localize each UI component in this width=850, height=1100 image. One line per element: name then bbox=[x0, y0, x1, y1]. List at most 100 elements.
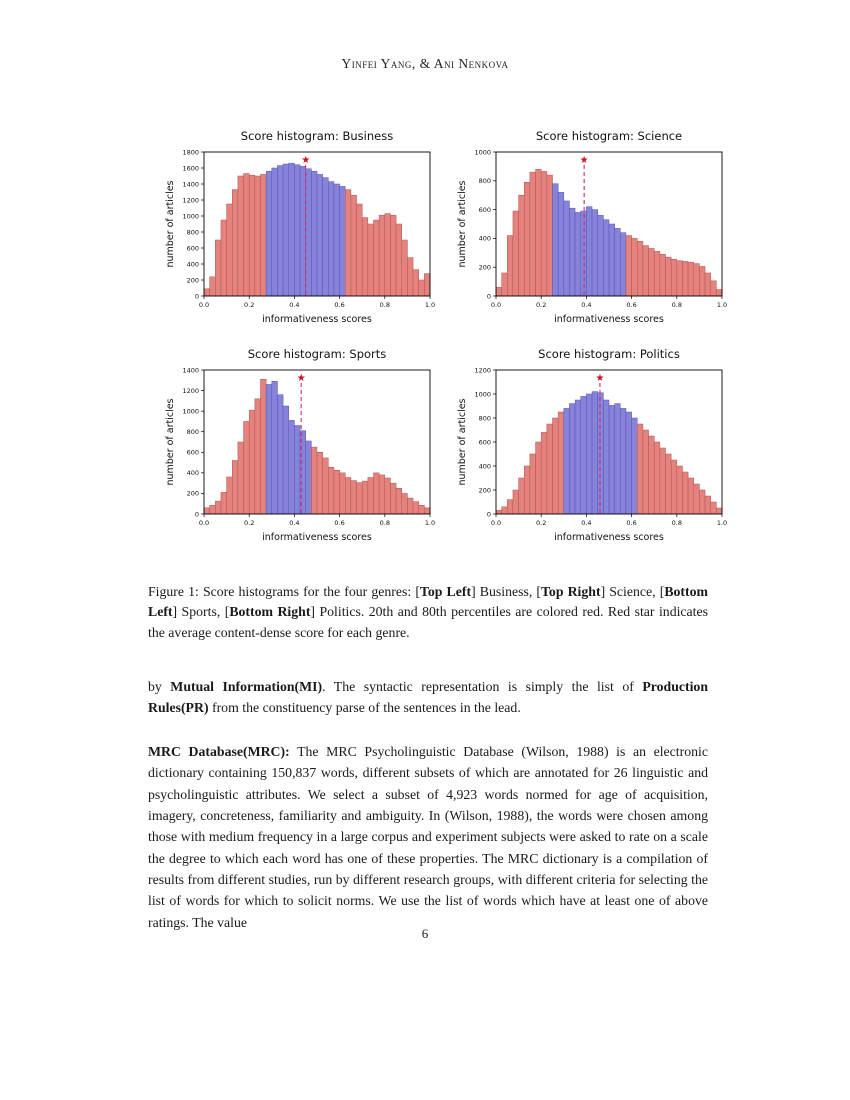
histogram-bar bbox=[232, 189, 239, 297]
y-axis-label: number of articles bbox=[165, 180, 176, 267]
text-segment: Figure 1: Score histograms for the four … bbox=[148, 584, 420, 599]
histogram-bar bbox=[220, 219, 227, 297]
histogram-bar bbox=[653, 251, 661, 297]
histogram-bar bbox=[597, 392, 604, 515]
y-axis-label: number of articles bbox=[457, 180, 468, 267]
chart-title: Score histogram: Business bbox=[241, 129, 393, 143]
chart-title: Score histogram: Science bbox=[536, 129, 682, 143]
histogram-bar bbox=[501, 506, 508, 515]
y-axis-label: number of articles bbox=[165, 398, 176, 485]
bold-text-segment: Top Right bbox=[540, 584, 601, 599]
histogram-bar bbox=[597, 215, 604, 297]
histogram-bar bbox=[557, 192, 565, 297]
y-tick-label: 0 bbox=[487, 510, 491, 518]
x-tick-label: 0.8 bbox=[380, 519, 390, 527]
y-tick-label: 400 bbox=[479, 462, 491, 470]
histogram-bar bbox=[282, 163, 289, 297]
histogram-bar bbox=[716, 507, 723, 515]
x-axis-label: informativeness scores bbox=[554, 314, 664, 325]
histogram-politics: 0 200 400 600 800 1000 1200 0.0 0.2 0.4 0.6 0.8 1.0 ★… bbox=[454, 344, 728, 550]
x-tick-label: 0.4 bbox=[289, 519, 299, 527]
x-tick-label: 1.0 bbox=[717, 519, 727, 527]
histogram-bar bbox=[322, 457, 329, 515]
x-tick-label: 0.6 bbox=[334, 301, 344, 309]
histogram-bar bbox=[676, 465, 683, 515]
histogram-bar bbox=[232, 460, 239, 515]
histogram-bar bbox=[670, 459, 678, 515]
histogram-bar bbox=[299, 166, 306, 297]
y-tick-label: 600 bbox=[187, 244, 199, 252]
histogram-bar bbox=[305, 168, 312, 297]
histogram-bar bbox=[546, 174, 553, 297]
plot-frame bbox=[203, 369, 431, 515]
histogram-bar bbox=[710, 501, 717, 515]
histogram-bar bbox=[237, 175, 244, 297]
mean-star-icon: ★ bbox=[595, 373, 604, 384]
histogram-bar bbox=[356, 482, 363, 515]
histogram-bar bbox=[625, 411, 632, 515]
histogram-bar bbox=[243, 173, 250, 297]
histogram-bar bbox=[665, 256, 672, 297]
y-tick-label: 1200 bbox=[182, 196, 199, 204]
y-tick-label: 600 bbox=[187, 449, 199, 457]
histogram-bar bbox=[631, 238, 638, 297]
histogram-bar bbox=[373, 472, 380, 515]
histogram-bar bbox=[682, 261, 689, 297]
y-tick-label: 800 bbox=[187, 228, 199, 236]
histogram-bar bbox=[316, 452, 323, 515]
x-tick-label: 0.6 bbox=[334, 519, 344, 527]
text-segment: ] Politics. 20th and 80th percentiles ar… bbox=[148, 604, 708, 640]
histogram-bar bbox=[518, 194, 525, 297]
histogram-bar bbox=[704, 272, 711, 297]
histogram-bar bbox=[586, 393, 593, 515]
histogram-business: 0 200 400 600 800 1000 1200 1400 1600 1800 0.0 0.2 0… bbox=[162, 126, 436, 332]
histogram-bar bbox=[277, 165, 284, 297]
histogram-bar bbox=[676, 260, 683, 297]
histogram-bar bbox=[209, 505, 216, 515]
y-tick-label: 1400 bbox=[182, 366, 199, 374]
histogram-bar bbox=[305, 440, 312, 515]
histogram-bar bbox=[529, 171, 536, 297]
histogram-bar bbox=[710, 280, 717, 297]
body-text: by Mutual Information(MI). The syntactic… bbox=[148, 676, 708, 933]
text-segment: ] Business, [ bbox=[471, 584, 541, 599]
histogram-bar bbox=[608, 405, 615, 515]
text-segment: ] Science, [ bbox=[600, 584, 665, 599]
histogram-bar bbox=[395, 223, 403, 297]
histogram-bar bbox=[637, 241, 644, 297]
histogram-bar bbox=[316, 174, 323, 297]
histogram-bar bbox=[412, 501, 419, 515]
histogram-bar bbox=[254, 398, 261, 515]
histogram-bar bbox=[424, 507, 431, 515]
histogram-bar bbox=[608, 223, 615, 297]
bold-text-segment: Bottom Left bbox=[148, 584, 708, 620]
histogram-bar bbox=[203, 507, 210, 515]
x-tick-label: 1.0 bbox=[717, 301, 727, 309]
histogram-bar bbox=[237, 441, 244, 515]
histogram-bar bbox=[693, 263, 700, 297]
x-tick-label: 1.0 bbox=[425, 301, 435, 309]
histogram-bar bbox=[339, 472, 346, 515]
page-number: 6 bbox=[421, 926, 429, 941]
text-segment: ] Sports, [ bbox=[172, 604, 230, 620]
histogram-bar bbox=[378, 214, 386, 297]
histogram-bar bbox=[271, 167, 278, 297]
y-tick-label: 400 bbox=[187, 260, 199, 268]
y-tick-label: 200 bbox=[187, 490, 199, 498]
histogram-bar bbox=[339, 186, 346, 297]
histogram-bar bbox=[620, 232, 627, 297]
y-tick-label: 1600 bbox=[182, 164, 199, 172]
histogram-bar bbox=[540, 432, 548, 515]
histogram-bar bbox=[220, 492, 227, 515]
x-tick-label: 0.2 bbox=[536, 301, 546, 309]
histogram-science: 0 200 400 600 800 1000 0.0 0.2 0.4 0.6 0.8 1.0 ★ Scor… bbox=[454, 126, 728, 332]
histogram-bar bbox=[524, 465, 531, 515]
histogram-bar bbox=[603, 399, 610, 515]
y-tick-label: 400 bbox=[187, 469, 199, 477]
histogram-bar bbox=[215, 500, 222, 515]
histogram-bar bbox=[631, 417, 638, 515]
text-segment: The MRC Psycholinguistic Database (Wilso… bbox=[148, 743, 708, 930]
x-tick-label: 0.6 bbox=[626, 301, 636, 309]
y-tick-label: 1000 bbox=[182, 407, 199, 415]
y-tick-label: 200 bbox=[479, 264, 491, 272]
